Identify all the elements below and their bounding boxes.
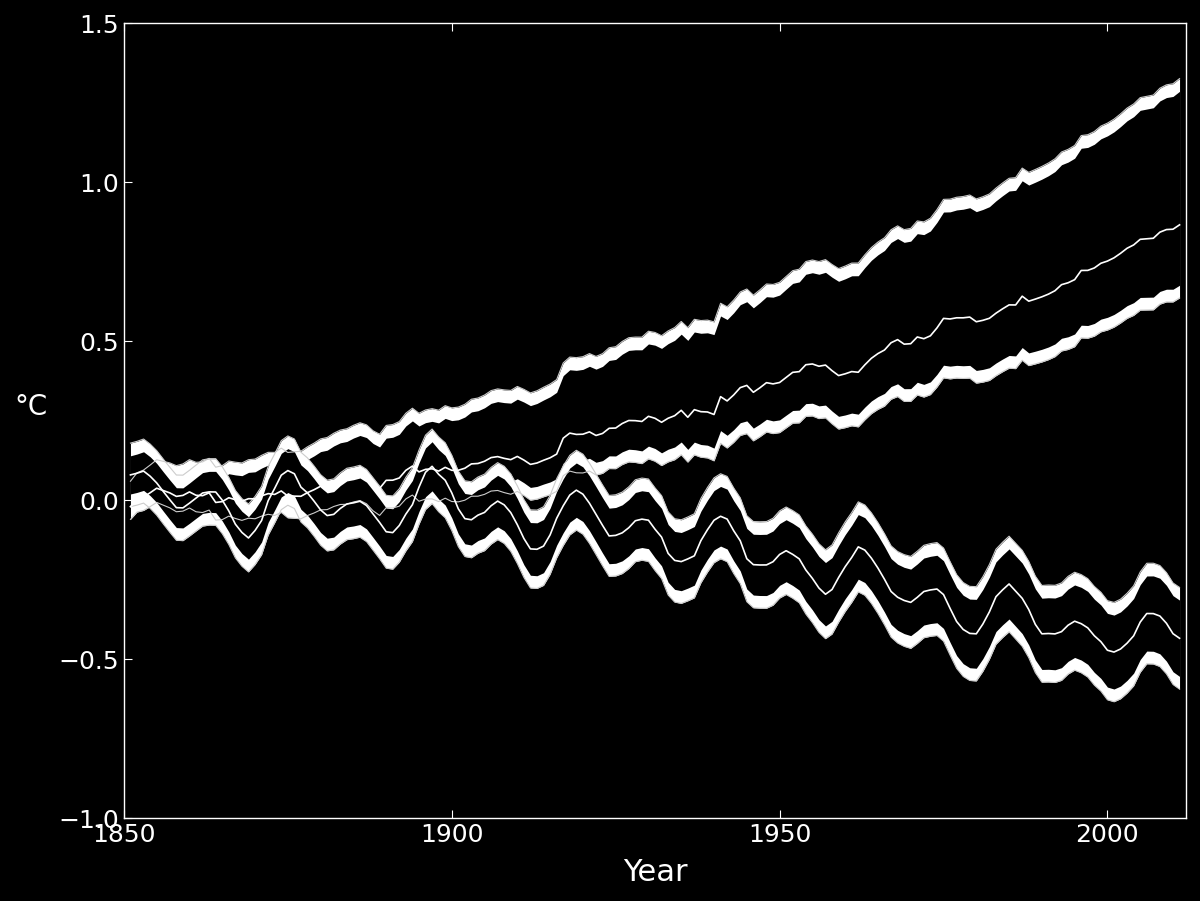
X-axis label: Year: Year [623,858,688,887]
Y-axis label: °C: °C [14,393,47,421]
